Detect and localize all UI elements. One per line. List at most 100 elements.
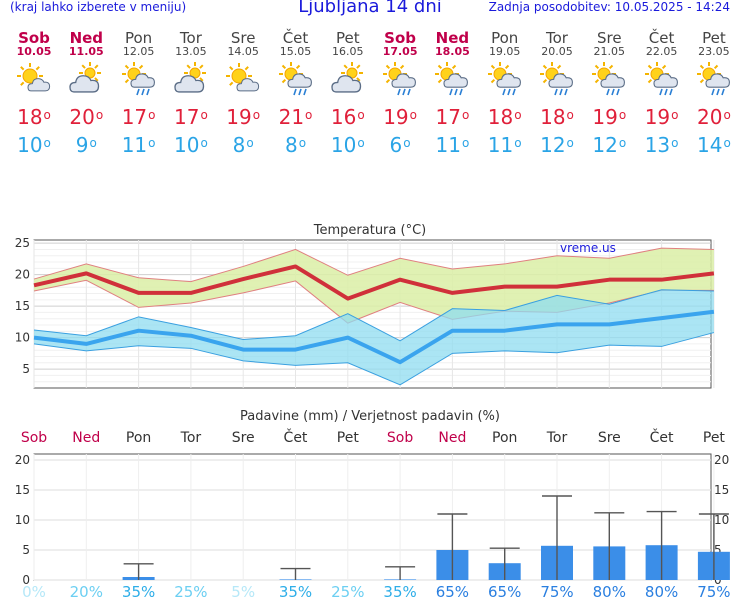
x-tick-label: Ned [72, 430, 100, 446]
precip-probability: 20% [70, 583, 103, 600]
y-tick-label: 20 [15, 453, 30, 467]
forecast-day: Sob 17.05 19o 6o [374, 30, 426, 156]
day-name: Čet [648, 29, 675, 47]
max-temperature: 19o [226, 105, 261, 129]
forecast-day: Čet 15.05 21o 8o [270, 30, 322, 156]
day-name: Ned [69, 29, 104, 47]
sun-cloud-rain-icon [539, 62, 575, 98]
max-temperature: 21o [278, 105, 313, 129]
day-name: Ned [435, 29, 470, 47]
min-temperature: 14o [696, 133, 731, 157]
forecast-day: Tor 13.05 17o 10o [165, 30, 217, 156]
day-name: Tor [179, 29, 202, 47]
forecast-day: Ned 11.05 20o 9o [60, 30, 112, 156]
sun-cloud-rain-icon [487, 62, 523, 98]
x-tick-label: Čet [284, 428, 308, 446]
x-tick-label: Sob [387, 430, 413, 446]
x-tick-label: Tor [546, 430, 568, 446]
min-temperature: 10o [17, 133, 51, 157]
day-name: Pon [491, 29, 519, 47]
band-lower-edge [33, 332, 715, 386]
precip-probability: 80% [645, 583, 678, 600]
x-tick-label: Sre [232, 430, 255, 446]
day-date: 15.05 [279, 45, 312, 58]
precip-probability: 35% [279, 583, 312, 600]
sun-cloud-rain-icon [121, 62, 157, 98]
y-tick-label: 15 [15, 483, 30, 497]
sun-cloud-icon [225, 62, 261, 98]
max-temperature: 19o [644, 105, 679, 129]
forecast-day: Sob 10.05 18o 10o [8, 30, 60, 156]
y-tick-label: 20 [15, 268, 30, 282]
page-title: Ljubljana 14 dni [298, 0, 442, 17]
last-update: Zadnja posodobitev: 10.05.2025 - 14:24 [488, 0, 730, 14]
forecast-day: Pet 23.05 20o 14o [688, 30, 740, 156]
min-temperature: 13o [644, 133, 679, 157]
min-temperature: 11o [487, 133, 522, 157]
day-name: Pet [702, 29, 726, 47]
max-temperature: 17o [173, 105, 208, 129]
x-tick-label: Pon [126, 430, 151, 446]
y-tick-label-right: 15 [714, 483, 729, 497]
max-temperature: 18o [540, 105, 574, 129]
max-temperature: 17o [435, 105, 470, 129]
forecast-day: Pet 16.05 16o 10o [322, 30, 374, 156]
x-tick-label: Sob [21, 430, 47, 446]
sun-cloud-rain-icon [696, 62, 732, 98]
cloud-sun-icon [173, 62, 209, 98]
precipitation-chart-title: Padavine (mm) / Verjetnost padavin (%) [240, 409, 500, 424]
y-tick-label: 10 [15, 513, 30, 527]
y-tick-label-right: 10 [714, 513, 729, 527]
day-date: 12.05 [122, 45, 155, 58]
temperature-chart-title: Temperatura (°C) [313, 223, 426, 238]
min-temperature: 12o [540, 133, 574, 157]
day-date: 19.05 [488, 45, 521, 58]
min-temperature: 10o [173, 133, 208, 157]
day-date: 13.05 [175, 45, 207, 58]
day-date: 20.05 [541, 45, 573, 58]
min-temperature: 11o [435, 133, 470, 157]
precip-probability: 65% [488, 583, 521, 600]
precip-probability: 35% [122, 583, 155, 600]
precip-probability: 80% [593, 583, 626, 600]
day-name: Sre [230, 29, 256, 47]
precip-probability: 75% [697, 583, 730, 600]
max-temp-line [33, 264, 715, 301]
precip-probability: 25% [331, 583, 364, 600]
x-tick-label: Tor [180, 430, 202, 446]
temperature-chart: 5 10 15 20 25 [15, 236, 715, 389]
min-temperature: 12o [592, 133, 627, 157]
min-temp-range-band [34, 289, 714, 385]
day-date: 10.05 [16, 45, 52, 58]
location-menu-hint: (kraj lahko izberete v meniju) [10, 0, 187, 14]
y-tick-label: 0 [22, 573, 30, 587]
y-tick-label: 5 [22, 543, 30, 557]
max-temperature: 16o [330, 105, 365, 129]
band-upper-edge [33, 289, 714, 342]
min-temperature: 11o [121, 133, 156, 157]
y-tick-label: 10 [15, 331, 30, 345]
day-date: 14.05 [227, 45, 259, 58]
min-temperature: 6o [389, 133, 411, 157]
min-temperature: 10o [330, 133, 365, 157]
max-temperature: 18o [17, 105, 51, 129]
day-date: 11.05 [68, 45, 104, 58]
day-name: Sre [597, 29, 622, 47]
day-name: Tor [546, 29, 568, 47]
min-temp-line [33, 309, 715, 365]
precip-probability: 75% [540, 583, 573, 600]
max-temperature: 18o [487, 105, 522, 129]
chart-watermark: vreme.us [560, 241, 616, 255]
day-name: Pet [335, 29, 360, 47]
max-temperature: 17o [121, 105, 156, 129]
sun-cloud-rain-icon [382, 62, 418, 98]
forecast-day: Sre 14.05 19o 8o [217, 30, 269, 156]
cloud-sun-icon [68, 62, 104, 98]
day-date: 18.05 [434, 45, 470, 58]
precipitation-chart: 0055101015152020Sob0%Ned20%Pon35%Tor25%S… [15, 428, 731, 600]
min-temperature: 8o [232, 133, 254, 157]
x-tick-label: Pon [492, 430, 517, 446]
max-temperature: 19o [383, 105, 417, 129]
day-name: Čet [282, 29, 309, 47]
